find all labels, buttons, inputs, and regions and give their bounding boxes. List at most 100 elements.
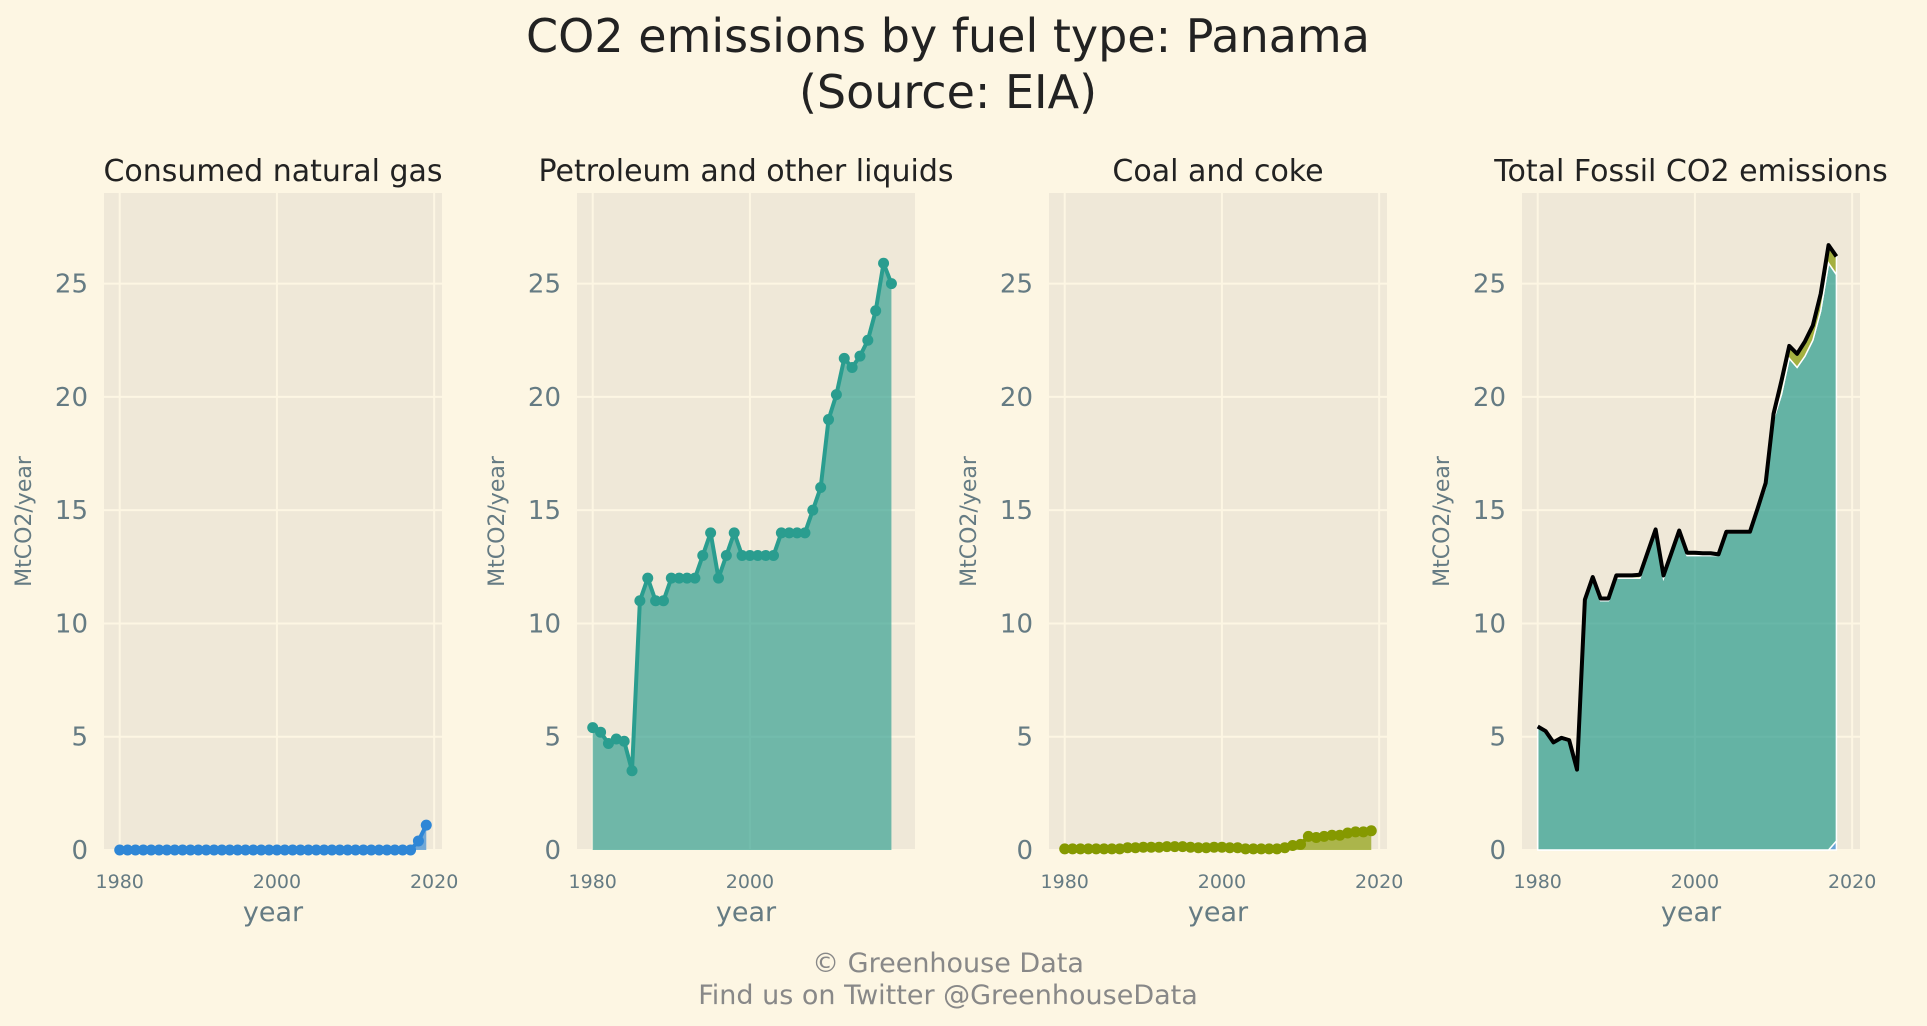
total-line <box>1536 243 1839 772</box>
data-point <box>153 844 165 856</box>
data-point <box>1295 838 1307 850</box>
x-axis-label: year <box>1661 897 1722 928</box>
data-point <box>1240 843 1252 855</box>
axes-background <box>1049 193 1387 850</box>
data-point <box>184 844 196 856</box>
data-point <box>137 844 149 856</box>
data-point <box>1129 842 1141 854</box>
data-point <box>681 572 693 584</box>
subplot-title: Petroleum and other liquids <box>538 154 953 189</box>
data-point <box>216 844 228 856</box>
data-point <box>665 572 677 584</box>
x-tick-label: 2020 <box>410 871 458 893</box>
data-point <box>397 844 409 856</box>
data-point <box>1153 841 1165 853</box>
data-point <box>823 414 835 426</box>
x-tick-label: 2000 <box>253 871 301 893</box>
x-tick-label: 2000 <box>726 871 774 893</box>
y-tick-label: 20 <box>1473 383 1506 413</box>
data-point <box>878 257 890 269</box>
data-point <box>271 844 283 856</box>
y-tick-label: 5 <box>71 723 88 753</box>
y-tick-label: 15 <box>1473 496 1506 526</box>
data-point <box>1184 841 1196 853</box>
data-point <box>728 527 740 539</box>
data-point <box>412 835 424 847</box>
data-point <box>697 549 709 561</box>
data-point <box>595 726 607 738</box>
data-point <box>373 844 385 856</box>
data-point <box>405 844 417 856</box>
data-point <box>783 527 795 539</box>
subplot-title: Total Fossil CO2 emissions <box>1493 154 1887 189</box>
y-tick-label: 10 <box>528 609 561 639</box>
data-point <box>310 844 322 856</box>
data-point <box>1177 841 1189 853</box>
footer-copyright: © Greenhouse Data <box>812 948 1084 979</box>
data-point <box>626 765 638 777</box>
data-point <box>1122 842 1134 854</box>
data-point <box>736 549 748 561</box>
data-point <box>760 549 772 561</box>
data-point <box>1326 829 1338 841</box>
y-tick-label: 25 <box>528 270 561 300</box>
data-point <box>145 844 157 856</box>
data-point <box>1247 843 1259 855</box>
data-point <box>200 844 212 856</box>
data-point <box>885 278 897 290</box>
data-point <box>1082 843 1094 855</box>
data-point <box>830 389 842 401</box>
data-point <box>342 844 354 856</box>
data-point <box>420 819 432 831</box>
data-point <box>1145 841 1157 853</box>
y-tick-label: 0 <box>1016 836 1033 866</box>
data-point <box>1208 841 1220 853</box>
x-tick-label: 2020 <box>1355 871 1403 893</box>
x-tick-label: 2000 <box>1671 871 1719 893</box>
y-tick-label: 15 <box>1000 496 1033 526</box>
data-point <box>846 361 858 373</box>
y-tick-label: 15 <box>528 496 561 526</box>
data-point <box>705 527 717 539</box>
data-point <box>618 735 630 747</box>
y-tick-label: 5 <box>544 723 561 753</box>
data-point <box>1365 825 1377 837</box>
data-point <box>318 844 330 856</box>
y-tick-label: 15 <box>55 496 88 526</box>
data-point <box>838 352 850 364</box>
data-point <box>775 527 787 539</box>
y-tick-label: 0 <box>71 836 88 866</box>
data-point <box>815 482 827 494</box>
data-point <box>799 527 811 539</box>
data-point <box>122 844 134 856</box>
data-point <box>389 844 401 856</box>
data-point <box>720 549 732 561</box>
y-axis-label: MtCO2/year <box>485 455 510 587</box>
data-point <box>334 844 346 856</box>
y-tick-label: 25 <box>1473 270 1506 300</box>
data-point <box>854 350 866 362</box>
y-tick-label: 0 <box>544 836 561 866</box>
x-axis-label: year <box>716 897 777 928</box>
data-point <box>689 572 701 584</box>
y-tick-label: 25 <box>1000 270 1033 300</box>
data-point <box>247 844 259 856</box>
data-point <box>302 844 314 856</box>
y-tick-label: 5 <box>1489 723 1506 753</box>
subplot-4: Total Fossil CO2 emissions 0 5 10 15 20 25 1980… <box>1430 154 1888 928</box>
y-tick-label: 25 <box>55 270 88 300</box>
data-point <box>365 844 377 856</box>
footer-twitter: Find us on Twitter @GreenhouseData <box>698 980 1198 1011</box>
x-axis-label: year <box>243 897 304 928</box>
data-point <box>712 572 724 584</box>
subplot-2: Petroleum and other liquids 0 5 10 15 20 25 198… <box>485 154 954 928</box>
data-point <box>224 844 236 856</box>
data-point <box>192 844 204 856</box>
data-point <box>177 844 189 856</box>
y-axis-label: MtCO2/year <box>1430 455 1455 587</box>
data-point <box>287 844 299 856</box>
data-point <box>650 595 662 607</box>
y-tick-label: 20 <box>55 383 88 413</box>
y-tick-label: 0 <box>1489 836 1506 866</box>
